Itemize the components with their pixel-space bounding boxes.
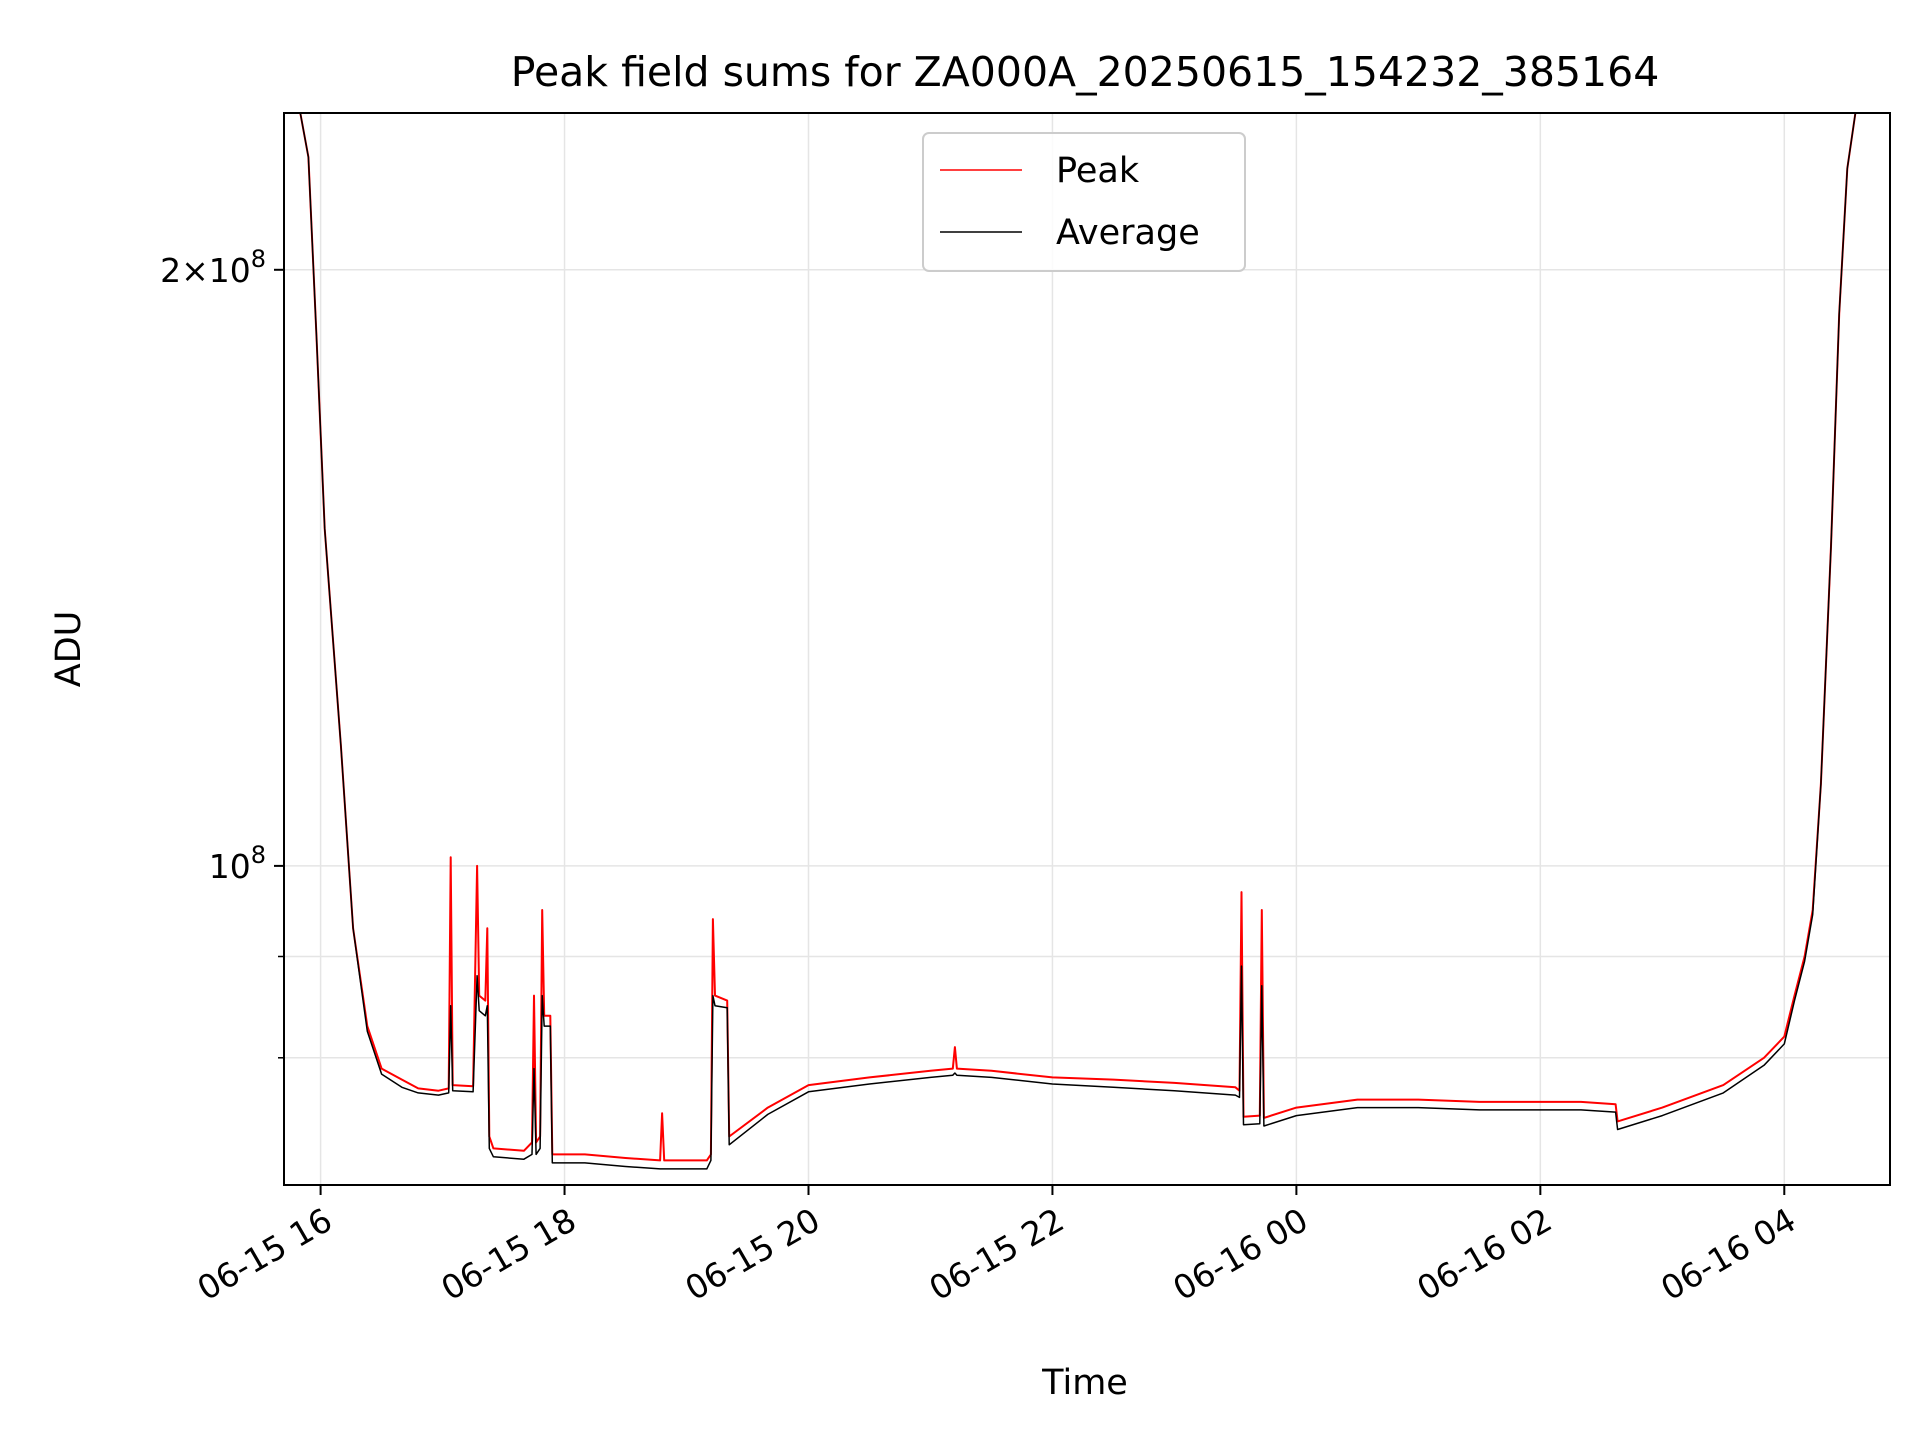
plot-frame	[283, 112, 1891, 1186]
chart-title: Peak field sums for ZA000A_20250615_1542…	[511, 48, 1660, 96]
x-axis-label: Time	[1041, 1363, 1128, 1403]
series-layer	[299, 113, 1866, 1170]
y-tick-label: 108	[209, 841, 266, 886]
y-tick-label: 2×108	[160, 245, 266, 290]
legend-label-peak: Peak	[1056, 151, 1140, 191]
legend: Peak Average	[922, 132, 1246, 272]
legend-label-average: Average	[1056, 213, 1200, 253]
series-line-average	[299, 113, 1866, 1170]
y-axis: 2×108 108	[160, 245, 284, 1059]
y-axis-label: ADU	[49, 611, 89, 688]
legend-box	[922, 132, 1246, 272]
